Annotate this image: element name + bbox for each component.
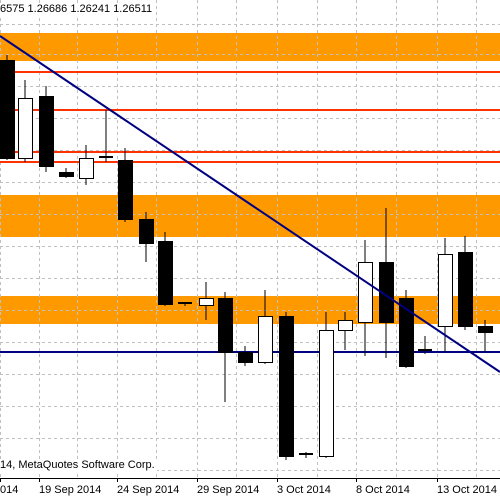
price-chart[interactable]	[0, 0, 500, 478]
x-tick-label: 19 Sep 2014	[39, 484, 102, 496]
candle-bear	[379, 262, 394, 323]
x-tick-label: 014	[0, 484, 19, 496]
candle-bull	[338, 320, 353, 331]
supply-zone-top	[0, 33, 500, 61]
candle-bear	[39, 96, 54, 167]
candle-bear	[158, 241, 173, 305]
candle-bear	[399, 298, 414, 367]
x-tick-label: 3 Oct 2014	[277, 484, 331, 496]
time-axis: 014 19 Sep 2014 24 Sep 2014 29 Sep 2014 …	[0, 478, 500, 501]
x-tick-mark	[117, 479, 118, 482]
candle-bull	[438, 254, 453, 327]
candle-bear	[279, 316, 294, 457]
x-tick-label: 24 Sep 2014	[117, 484, 180, 496]
candle-bear	[59, 172, 74, 177]
x-tick-label: 29 Sep 2014	[197, 484, 260, 496]
candle-bear	[238, 352, 253, 363]
candle-bull	[79, 158, 94, 179]
candle-bull	[18, 98, 33, 159]
copyright-text: 14, MetaQuotes Software Corp.	[0, 459, 157, 471]
x-tick-mark	[197, 479, 198, 482]
candle-bear	[118, 160, 133, 220]
x-tick-mark	[277, 479, 278, 482]
candle-bear	[218, 298, 233, 353]
candle-bear	[458, 252, 473, 327]
trend-line	[0, 35, 500, 373]
ohlc-readout: 6575 1.26686 1.26241 1.26511	[0, 3, 155, 15]
candle-bear	[0, 60, 15, 159]
candle-bull	[319, 330, 334, 457]
x-tick-mark	[39, 479, 40, 482]
x-tick-label: 8 Oct 2014	[356, 484, 410, 496]
supply-zone-middle	[0, 195, 500, 237]
x-tick-mark	[0, 479, 1, 482]
candle-bull	[199, 298, 214, 306]
x-tick-mark	[437, 479, 438, 482]
candle-bear	[478, 326, 493, 333]
x-tick-label: 13 Oct 2014	[437, 484, 497, 496]
candle-bull	[258, 316, 273, 363]
x-tick-mark	[356, 479, 357, 482]
candle-bull	[358, 262, 373, 323]
chart-area[interactable]: 6575 1.26686 1.26241 1.26511 14, MetaQuo…	[0, 0, 500, 478]
candle-bear	[139, 219, 154, 244]
